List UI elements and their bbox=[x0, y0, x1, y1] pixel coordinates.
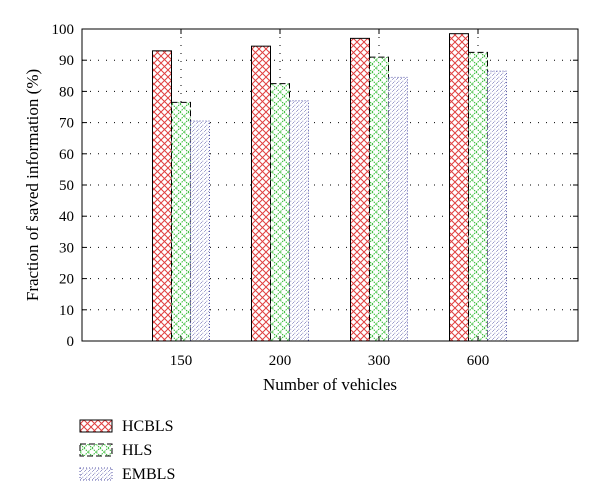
x-axis-title: Number of vehicles bbox=[263, 375, 397, 394]
y-tick-label: 10 bbox=[59, 303, 74, 319]
bar-embls-600 bbox=[487, 70, 507, 342]
bar-hls-300 bbox=[369, 56, 389, 342]
y-tick-label: 100 bbox=[52, 22, 75, 38]
bar-hcbls-200 bbox=[251, 45, 271, 342]
y-tick-label: 50 bbox=[59, 178, 74, 194]
bar-hcbls-150 bbox=[152, 50, 172, 342]
y-tick-label: 60 bbox=[59, 147, 74, 163]
y-axis-title: Fraction of saved information (%) bbox=[23, 69, 42, 301]
bar-hcbls-600 bbox=[449, 33, 469, 342]
y-tick-label: 70 bbox=[59, 116, 74, 132]
legend-label-hls: HLS bbox=[122, 442, 152, 459]
x-axis: 150 200 300 600 bbox=[170, 29, 490, 369]
y-tick-label: 20 bbox=[59, 272, 74, 288]
y-tick-label: 40 bbox=[59, 209, 74, 225]
legend-swatch-hcbls bbox=[79, 419, 113, 433]
legend-label-hcbls: HCBLS bbox=[122, 418, 174, 435]
y-tick-label: 30 bbox=[59, 240, 74, 256]
bar-hls-150 bbox=[171, 101, 191, 342]
bar-hcbls-300 bbox=[350, 37, 370, 342]
x-tick-label: 200 bbox=[269, 353, 292, 369]
y-tick-label: 0 bbox=[67, 334, 75, 350]
bar-hls-600 bbox=[468, 51, 488, 342]
y-tick-label: 90 bbox=[59, 53, 74, 69]
legend-label-embls: EMBLS bbox=[122, 466, 175, 483]
x-tick-label: 150 bbox=[170, 353, 193, 369]
x-tick-label: 300 bbox=[368, 353, 391, 369]
legend: HCBLS HLS EMBLS bbox=[79, 418, 175, 483]
y-tick-label: 80 bbox=[59, 84, 74, 100]
bar-embls-150 bbox=[190, 120, 210, 342]
legend-swatch-embls bbox=[79, 467, 113, 481]
x-tick-label: 600 bbox=[467, 353, 490, 369]
bar-embls-200 bbox=[289, 100, 309, 342]
grid bbox=[82, 29, 578, 341]
bars bbox=[152, 33, 507, 342]
legend-swatch-hls bbox=[79, 443, 113, 457]
bar-embls-300 bbox=[388, 76, 408, 342]
bar-hls-200 bbox=[270, 83, 290, 342]
y-axis: 0 10 20 30 40 50 60 70 80 90 100 bbox=[52, 22, 578, 350]
